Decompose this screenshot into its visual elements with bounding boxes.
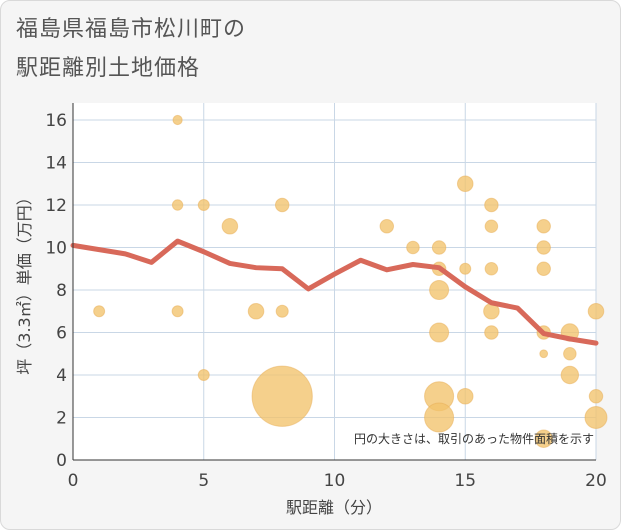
trend-line (70, 238, 599, 346)
data-point (587, 302, 605, 320)
data-point (563, 346, 577, 361)
x-tick-label: 20 (585, 471, 607, 491)
y-tick-label: 0 (56, 451, 67, 471)
x-tick-label: 5 (198, 471, 209, 491)
data-point (197, 199, 210, 211)
data-point (429, 322, 450, 343)
data-point (539, 349, 549, 359)
trend-line-group (70, 238, 599, 346)
y-tick-label: 6 (56, 324, 67, 344)
data-point (484, 261, 499, 276)
y-tick-label: 2 (56, 409, 67, 429)
y-tick-label: 10 (45, 239, 67, 259)
data-point (588, 389, 604, 404)
chart-title-line1: 福島県福島市松川町の (16, 17, 247, 42)
data-point (534, 429, 553, 448)
data-point (274, 197, 290, 213)
data-point (459, 262, 472, 275)
size-note: 円の大きさは、取引のあった物件面積を示す (354, 431, 594, 446)
data-point (484, 197, 499, 213)
data-point (379, 219, 395, 234)
data-point (275, 304, 289, 318)
data-point (584, 406, 608, 429)
data-point (424, 402, 455, 433)
data-point (560, 365, 580, 385)
tick-labels: 0 5 10 15 20 0 2 4 6 8 10 12 14 16 (45, 111, 606, 491)
data-point (406, 240, 420, 255)
data-point (431, 240, 447, 255)
y-tick-label: 12 (45, 196, 67, 216)
data-point (221, 217, 239, 235)
data-point (456, 175, 474, 193)
data-point (171, 199, 184, 211)
y-tick-label: 4 (56, 366, 67, 386)
data-point (251, 365, 313, 427)
data-point (172, 114, 183, 126)
grid (73, 103, 597, 460)
data-point (536, 219, 551, 234)
x-tick-label: 15 (454, 471, 476, 491)
data-point (197, 369, 210, 381)
y-tick-label: 16 (45, 111, 67, 131)
y-tick-label: 14 (45, 154, 67, 174)
bubbles (93, 114, 608, 448)
data-point (429, 279, 450, 301)
data-point (484, 219, 499, 234)
data-point (536, 261, 551, 276)
data-point (171, 305, 184, 318)
data-point (93, 305, 106, 318)
data-point (247, 302, 265, 320)
data-point (484, 325, 499, 340)
y-axis-label: 坪（3.3㎡）単価（万円） (15, 189, 34, 374)
data-point (456, 387, 474, 405)
x-axis-label: 駅距離（分） (286, 498, 382, 517)
chart-title-line2: 駅距離別土地価格 (16, 56, 201, 81)
x-tick-label: 10 (324, 471, 346, 491)
data-point (536, 240, 551, 255)
y-tick-label: 8 (56, 281, 67, 301)
x-tick-label: 0 (68, 471, 79, 491)
